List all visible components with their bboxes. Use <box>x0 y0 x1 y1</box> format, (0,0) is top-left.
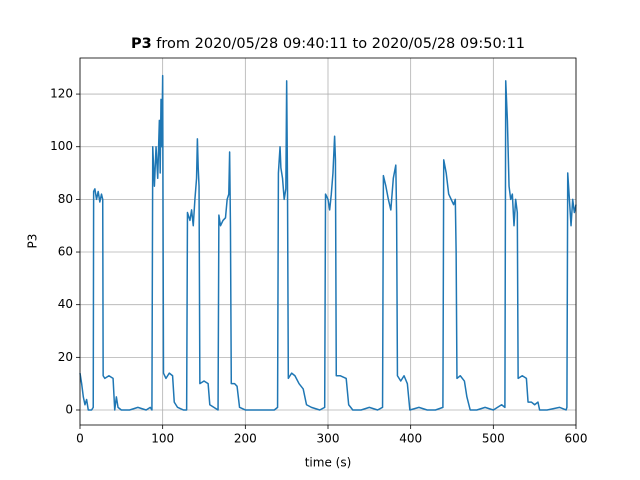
title-text: from 2020/05/28 09:40:11 to 2020/05/28 0… <box>156 36 525 52</box>
y-tick-label: 0 <box>65 402 73 416</box>
x-tick-label: 600 <box>565 432 588 446</box>
x-tick-label: 200 <box>234 432 257 446</box>
x-tick-label: 0 <box>76 432 84 446</box>
title-bold: P3 <box>131 36 152 52</box>
y-tick-label: 60 <box>58 245 73 259</box>
y-tick-label: 120 <box>50 87 73 101</box>
y-tick-label: 80 <box>58 192 73 206</box>
y-tick-label: 20 <box>58 350 73 364</box>
x-tick-label: 300 <box>317 432 340 446</box>
y-tick-label: 40 <box>58 297 73 311</box>
x-tick-label: 100 <box>151 432 174 446</box>
x-tick-label: 400 <box>399 432 422 446</box>
plot-frame <box>79 57 577 426</box>
data-line <box>79 74 577 411</box>
x-tick-label: 500 <box>482 432 505 446</box>
x-axis-label: time (s) <box>305 456 352 470</box>
y-axis-label: P3 <box>26 234 40 249</box>
chart-title: P3 from 2020/05/28 09:40:11 to 2020/05/2… <box>131 36 525 52</box>
y-tick-label: 100 <box>50 139 73 153</box>
